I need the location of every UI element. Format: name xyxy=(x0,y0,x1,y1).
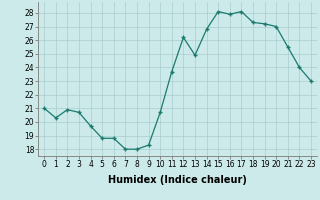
X-axis label: Humidex (Indice chaleur): Humidex (Indice chaleur) xyxy=(108,175,247,185)
